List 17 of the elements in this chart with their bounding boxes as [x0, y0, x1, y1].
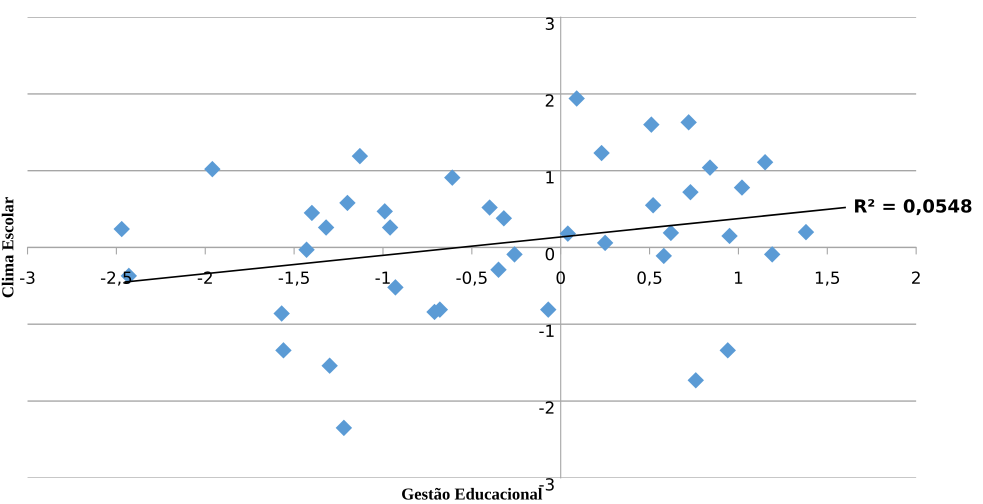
x-tick-label: 1,5 [816, 272, 840, 286]
y-axis-title: Clima Escolar [2, 197, 14, 298]
x-tick-label: 1 [734, 272, 742, 284]
y-tick-label: 2 [546, 94, 554, 107]
x-tick-label: 0 [556, 271, 565, 284]
y-tick-label: 3 [546, 17, 554, 30]
x-tick-label: -1 [375, 272, 390, 284]
y-tick-label: -1 [539, 324, 554, 337]
y-tick-label: 0 [546, 248, 554, 260]
x-tick-label: -3 [20, 271, 34, 284]
x-tick-label: -0,5 [456, 271, 487, 286]
y-tick-label: 1 [546, 171, 554, 184]
x-tick-label: 2 [912, 271, 920, 284]
annotation: R² = 0,0548 [855, 199, 972, 216]
x-tick-label: 0,5 [637, 271, 662, 286]
x-tick-label: -1,5 [278, 272, 309, 286]
y-tick-label: -2 [539, 401, 554, 414]
